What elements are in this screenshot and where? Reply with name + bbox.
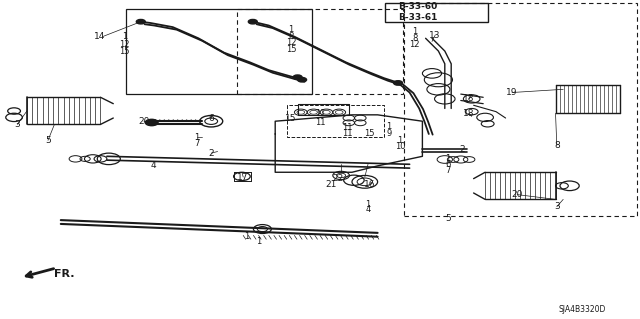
Text: 11: 11: [315, 118, 325, 127]
Text: 11: 11: [342, 129, 353, 138]
Text: 20: 20: [511, 190, 523, 199]
Text: 3: 3: [554, 202, 559, 211]
Text: 22: 22: [332, 174, 344, 182]
Text: FR.: FR.: [54, 269, 75, 279]
Text: 10: 10: [395, 142, 405, 151]
Circle shape: [248, 19, 257, 24]
Text: 6: 6: [445, 160, 451, 169]
Bar: [237, 9, 403, 94]
Text: 8: 8: [289, 32, 294, 41]
Text: 19: 19: [506, 88, 518, 97]
Text: 11: 11: [342, 123, 353, 132]
Text: 15: 15: [364, 129, 374, 138]
Text: 15: 15: [120, 48, 130, 56]
Text: 18: 18: [463, 94, 475, 103]
Text: 18: 18: [463, 109, 475, 118]
Text: 1: 1: [257, 237, 262, 246]
Text: 1: 1: [412, 27, 417, 36]
Circle shape: [293, 75, 302, 79]
Text: 3: 3: [15, 120, 20, 129]
Text: 9: 9: [387, 129, 392, 138]
Text: 1: 1: [445, 154, 451, 163]
Circle shape: [394, 81, 403, 85]
Text: 1: 1: [365, 200, 371, 209]
Text: 8: 8: [412, 34, 417, 43]
Text: 20: 20: [138, 117, 150, 126]
Text: 1: 1: [289, 25, 294, 34]
Text: 5: 5: [45, 136, 51, 145]
Text: 17: 17: [237, 173, 249, 182]
Text: 12: 12: [410, 40, 420, 49]
Text: 1: 1: [397, 136, 403, 145]
Text: 7: 7: [445, 166, 451, 175]
Text: 6: 6: [209, 114, 214, 122]
Text: 21: 21: [326, 180, 337, 189]
Text: 1: 1: [387, 122, 392, 131]
Text: 15: 15: [285, 114, 297, 123]
Text: B-33-60
B-33-61: B-33-60 B-33-61: [398, 3, 438, 22]
Circle shape: [298, 78, 307, 82]
Bar: [404, 3, 637, 216]
Text: 2: 2: [460, 145, 465, 154]
Text: 2: 2: [209, 149, 214, 158]
Text: 13: 13: [429, 31, 441, 40]
Text: SJA4B3320D: SJA4B3320D: [559, 305, 606, 314]
Text: 15: 15: [286, 45, 296, 54]
Bar: [385, 3, 488, 22]
Text: 7: 7: [195, 139, 200, 148]
Text: 11: 11: [315, 109, 325, 118]
Circle shape: [136, 19, 145, 24]
Text: 1: 1: [244, 232, 249, 241]
Text: 12: 12: [120, 40, 130, 49]
Text: 1: 1: [195, 133, 200, 142]
Circle shape: [145, 119, 158, 126]
Text: 4: 4: [151, 161, 156, 170]
Bar: [126, 9, 312, 94]
Text: 14: 14: [93, 32, 105, 41]
Text: 12: 12: [286, 38, 296, 47]
Text: 1: 1: [122, 32, 127, 41]
Text: 4: 4: [365, 205, 371, 214]
Text: 5: 5: [445, 214, 451, 223]
Text: 8: 8: [554, 141, 559, 150]
Text: 16: 16: [364, 180, 376, 189]
